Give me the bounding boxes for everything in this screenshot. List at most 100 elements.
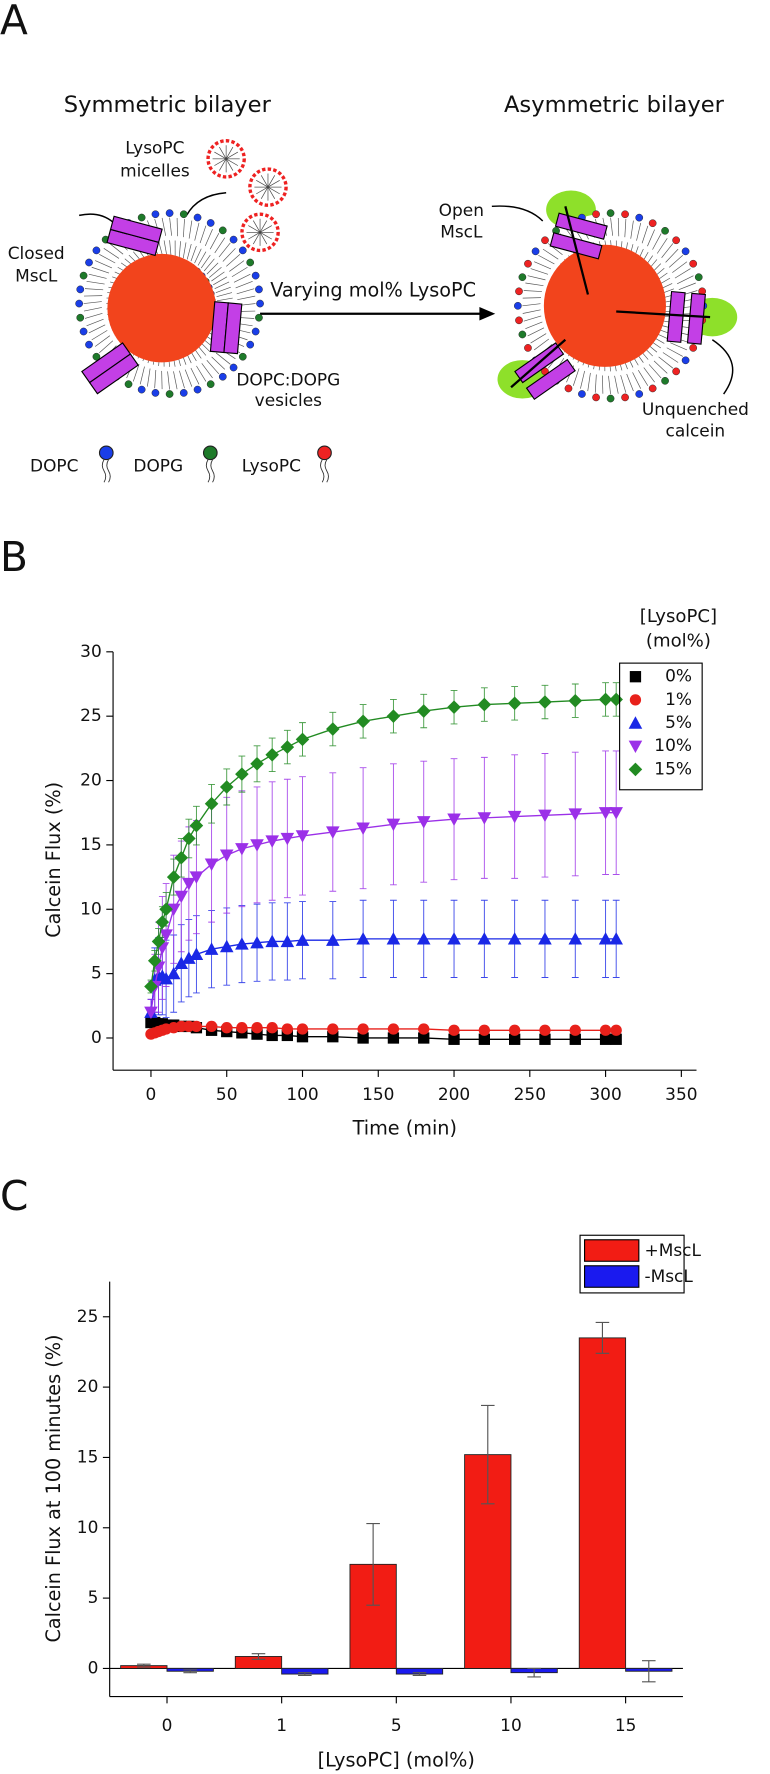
marker: [447, 932, 461, 945]
lipid-tail: [154, 369, 157, 389]
marker: [538, 809, 552, 823]
legend-label: -MscL: [644, 1266, 693, 1286]
lipid-head: [256, 299, 264, 308]
marker: [448, 1024, 460, 1036]
micelle-tail: [259, 232, 272, 240]
marker: [609, 932, 623, 945]
legend-swatch: [584, 1239, 640, 1262]
lipid-tail: [661, 243, 674, 258]
lipid-tail: [525, 321, 543, 329]
error-bar: [527, 1667, 541, 1678]
lipid-head: [151, 389, 160, 397]
lipid-tail: [199, 225, 207, 244]
x-tick-label: 300: [589, 1084, 621, 1104]
lipid-tail: [658, 356, 674, 369]
marker: [598, 692, 613, 707]
mscl-subunit: [525, 358, 576, 401]
marker: [219, 780, 234, 794]
micelle-tail: [252, 232, 261, 245]
lipid-tail: [630, 220, 634, 239]
micelle-tail: [225, 146, 234, 160]
lipid-tail: [226, 254, 241, 267]
lipid-tail: [108, 242, 124, 255]
error-bar: [412, 1672, 427, 1677]
lipid-tail: [163, 240, 168, 257]
micelle-tail: [267, 186, 280, 195]
panel-label: A: [0, 0, 28, 44]
mscl: [106, 215, 163, 257]
lipid-tail: [161, 217, 167, 236]
lipid-head: [524, 259, 532, 268]
lipid-tail: [652, 233, 662, 250]
lipid-head: [76, 313, 85, 322]
legend-label: 5%: [665, 712, 692, 732]
lipid-tail: [186, 243, 192, 260]
lipid-tail: [201, 363, 213, 379]
marker: [538, 932, 552, 945]
pointer: [491, 205, 544, 222]
lipid-head: [251, 271, 260, 280]
lipid-head: [648, 219, 657, 228]
micelle-tail: [260, 186, 269, 200]
error-bar: [298, 1672, 312, 1677]
marker: [568, 693, 583, 708]
lipid-tail: [620, 375, 627, 393]
legend-label: 15%: [654, 758, 692, 778]
lipid-head: [564, 384, 573, 393]
lipid-head: [689, 259, 698, 268]
lipid-head: [672, 236, 680, 245]
lipid-tail: [674, 268, 691, 279]
marker: [569, 1024, 581, 1036]
lipid-tail: [183, 218, 185, 238]
marker: [416, 816, 431, 829]
lipid-tail: [173, 371, 178, 390]
marker: [386, 932, 401, 945]
lipid-head: [218, 226, 227, 235]
lipid-tail: [233, 273, 251, 283]
lipid-head: [689, 344, 698, 352]
lipid-tail: [235, 281, 253, 289]
lipid-head: [681, 247, 690, 256]
y-tick-label: 15: [80, 834, 102, 854]
marker: [280, 934, 295, 948]
lipid-head: [85, 340, 93, 349]
lipid-tail: [188, 220, 193, 239]
lipid-tail: [84, 288, 104, 291]
micelle-tail: [259, 232, 268, 245]
marker: [477, 812, 492, 825]
lipid-head: [137, 213, 146, 222]
diagram-label: DOPC:DOPG: [236, 369, 340, 389]
lipid-head: [76, 285, 85, 294]
legend-title: [LysoPC]: [640, 606, 717, 627]
lipid-tail: [203, 258, 215, 272]
pointer: [711, 339, 734, 395]
lipid-icon-tail: [320, 459, 329, 483]
lipid-tail: [665, 248, 679, 263]
lipid-tail: [103, 248, 120, 259]
marker: [295, 933, 310, 946]
y-tick-label: 15: [77, 1446, 99, 1466]
y-tick-label: 5: [88, 1587, 99, 1607]
error-bar: [137, 1663, 151, 1668]
marker: [447, 813, 461, 826]
lipid-head: [251, 327, 260, 336]
efflux-arrow: [564, 206, 590, 295]
marker: [356, 822, 370, 835]
lipid-tail: [132, 364, 140, 382]
lipid-head: [606, 209, 615, 217]
marker: [609, 807, 623, 820]
marker: [204, 796, 219, 811]
lipid-tail: [184, 369, 193, 387]
marker: [151, 934, 166, 949]
marker: [326, 826, 340, 839]
lipid-tail: [98, 340, 114, 354]
lipid-tail: [572, 368, 580, 386]
lipid-head: [218, 372, 227, 381]
legend-label: 0%: [665, 666, 692, 686]
x-tick-label: 5: [391, 1715, 402, 1735]
marker: [599, 1024, 612, 1036]
lipid-tail: [213, 276, 228, 286]
marker: [447, 700, 461, 714]
lipid-tail: [88, 324, 106, 334]
